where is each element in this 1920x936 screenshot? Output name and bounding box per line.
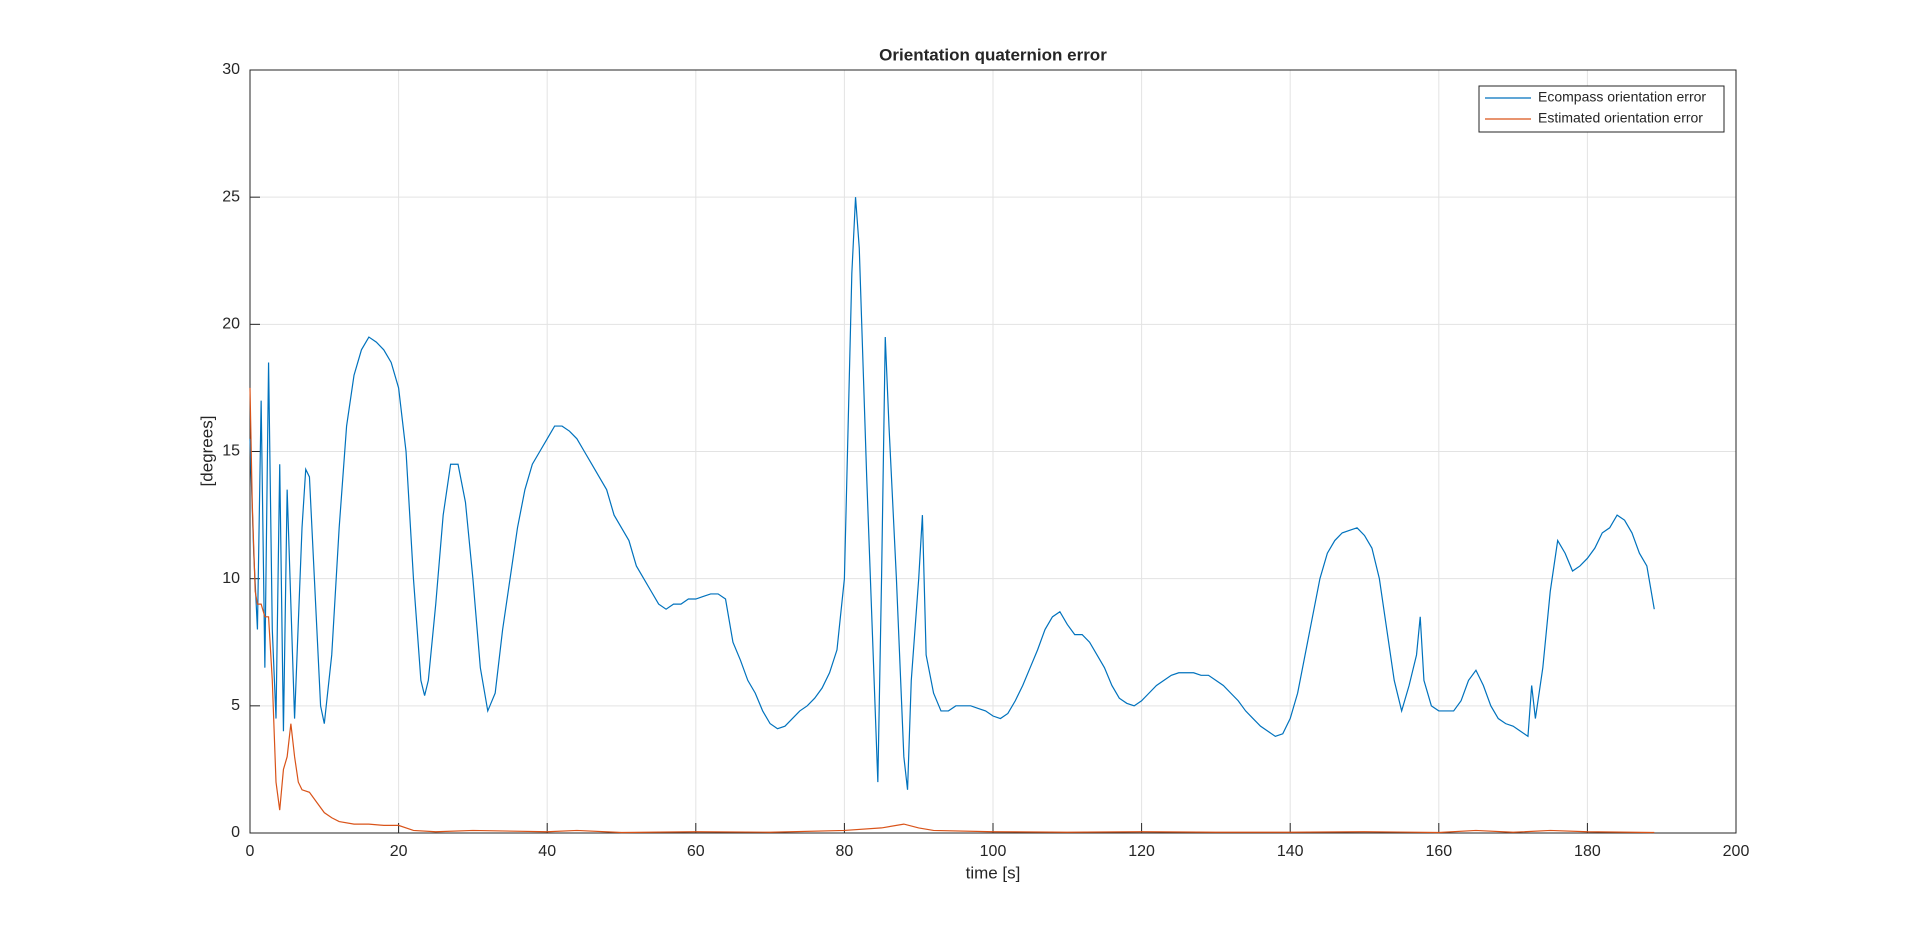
x-tick-label: 120 bbox=[1128, 843, 1155, 860]
chart-title: Orientation quaternion error bbox=[879, 45, 1107, 64]
data-line bbox=[249, 197, 1655, 790]
data-line bbox=[249, 387, 1655, 834]
x-tick-label: 100 bbox=[980, 843, 1007, 860]
legend-label: Ecompass orientation error bbox=[1538, 89, 1706, 105]
y-tick-label: 10 bbox=[222, 570, 240, 587]
y-axis-label: [degrees] bbox=[197, 416, 216, 487]
x-tick-label: 40 bbox=[538, 843, 556, 860]
y-tick-label: 25 bbox=[222, 188, 240, 205]
x-axis-label: time [s] bbox=[966, 863, 1021, 882]
y-tick-label: 30 bbox=[222, 61, 240, 78]
x-tick-label: 160 bbox=[1425, 843, 1452, 860]
x-tick-label: 20 bbox=[390, 843, 408, 860]
x-tick-label: 0 bbox=[246, 843, 255, 860]
x-tick-label: 180 bbox=[1574, 843, 1601, 860]
x-tick-label: 60 bbox=[687, 843, 705, 860]
y-tick-label: 20 bbox=[222, 316, 240, 333]
x-tick-label: 140 bbox=[1277, 843, 1304, 860]
x-tick-label: 80 bbox=[836, 843, 854, 860]
y-tick-label: 5 bbox=[231, 697, 240, 714]
legend-label: Estimated orientation error bbox=[1538, 110, 1703, 126]
y-tick-label: 15 bbox=[222, 443, 240, 460]
x-tick-label: 200 bbox=[1723, 843, 1750, 860]
legend-box bbox=[1478, 85, 1725, 133]
y-tick-label: 0 bbox=[231, 824, 240, 841]
